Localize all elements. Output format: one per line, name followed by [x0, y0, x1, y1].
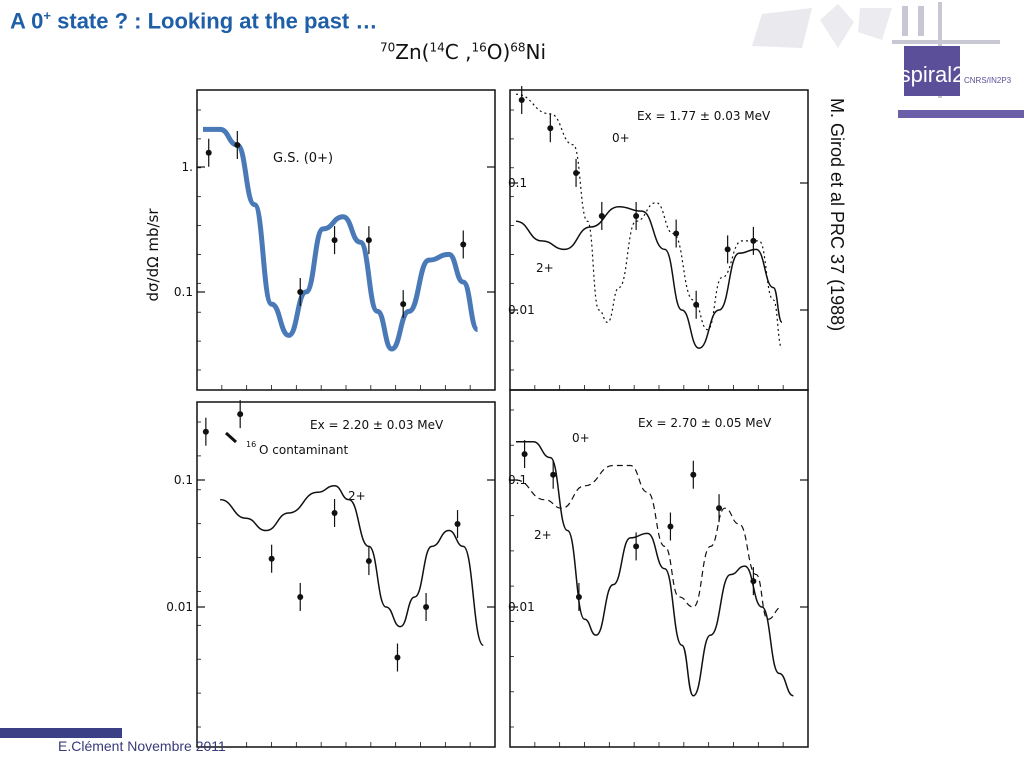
- panel-top-right-data-point: [573, 169, 580, 176]
- reaction-a2: 14: [429, 40, 445, 55]
- panel-tr-2plus: 2+: [536, 261, 554, 275]
- panel-top-left-data-point: [205, 149, 212, 156]
- panel-bottom-left-curve-2-: [220, 485, 485, 646]
- logo-brand: spiral2: [900, 62, 965, 87]
- panel-bl-annotation-sup: 16: [246, 440, 256, 449]
- panel-bottom-right-data-point: [575, 593, 582, 600]
- panel-bottom-right-frame: [509, 389, 809, 748]
- panel-top-right-data-point: [693, 301, 700, 308]
- panel-top-right-curve-2-: [515, 206, 783, 349]
- panel-bottom-right-curve-0-: [515, 441, 794, 697]
- panel-top-left-data-point: [460, 241, 467, 248]
- panel-tr-label: Ex = 1.77 ± 0.03 MeV: [637, 109, 771, 123]
- panel-bottom-right-data-point: [633, 543, 640, 550]
- title-rest: state ? : Looking at the past …: [51, 8, 378, 34]
- contaminant-marker: [224, 431, 238, 444]
- title-prefix: A 0: [10, 8, 44, 34]
- logo-shape-2: [820, 4, 854, 48]
- cross-section-figure: 1.0.10.10.010.10.010.10.01 G.S. (0+) dσ/…: [144, 86, 809, 748]
- footer-text: E.Clément Novembre 2011: [58, 738, 226, 754]
- slide-title: A 0+ state ? : Looking at the past …: [10, 8, 377, 34]
- panel-bottom-left-data-point: [237, 411, 244, 418]
- panel-bottom-right-data-point: [521, 451, 528, 458]
- panel-top-right-data-point: [633, 212, 640, 219]
- panel-top-left-data-point: [297, 289, 304, 295]
- reaction-t1: Zn(: [395, 40, 430, 64]
- panel-bottom-right-data-point: [716, 505, 723, 512]
- panel-br-2plus: 2+: [534, 528, 552, 542]
- title-sup: +: [43, 8, 52, 23]
- panel-top-right-data-point: [518, 97, 525, 104]
- panel-top-right-frame: [509, 89, 809, 391]
- panel-bottom-left-data-point: [423, 604, 430, 610]
- reaction-t3: O): [486, 40, 511, 64]
- reaction-a1: 70: [380, 40, 396, 55]
- panel-bottom-left-data-point: [297, 593, 304, 600]
- gs-label: G.S. (0+): [273, 151, 333, 166]
- logo-org: CNRS/IN2P3: [964, 76, 1012, 85]
- panel-top-left-data-point: [365, 237, 372, 244]
- panel-bottom-left-data-point: [365, 558, 372, 565]
- panel-bottom-left-data-point: [202, 428, 209, 435]
- panel-bottom-left-data-point: [331, 509, 338, 516]
- panel-top-right-data-point: [598, 212, 605, 219]
- logo-block: [904, 46, 960, 96]
- panel-bl-label: Ex = 2.20 ± 0.03 MeV: [310, 418, 444, 432]
- panel-br-0plus: 0+: [572, 431, 590, 445]
- logo-shape-3: [858, 8, 892, 40]
- reaction-t2: C ,: [444, 40, 472, 64]
- panel-tr-0plus: 0+: [612, 131, 630, 145]
- panel-bottom-right-data-point: [690, 471, 697, 478]
- panel-bottom-left-ytick-label: 0.1: [174, 473, 193, 487]
- panel-top-right-data-point: [724, 246, 731, 253]
- logo-bar-2: [918, 6, 924, 36]
- panel-bl-2plus: 2+: [348, 489, 366, 503]
- footer-bar: [0, 728, 122, 738]
- panel-top-left-frame: [196, 89, 496, 391]
- panel-top-right-data-point: [750, 237, 757, 244]
- panel-top-left-data-point: [331, 237, 338, 244]
- panel-top-left-data-point: [234, 141, 241, 148]
- panel-bl-annotation: O contaminant: [259, 443, 348, 457]
- logo-underline: [898, 110, 1024, 118]
- panel-bottom-right-data-point: [667, 523, 674, 530]
- panel-top-right-data-point: [673, 230, 680, 237]
- panel-bottom-left-data-point: [268, 555, 275, 562]
- logo-bar-1: [902, 6, 908, 36]
- reaction-equation: 70Zn(14C ,16O)68Ni: [380, 40, 546, 64]
- panel-top-left-curve-blue-fit: [203, 126, 481, 352]
- panel-top-right-data-point: [547, 125, 554, 132]
- reaction-t4: Ni: [525, 40, 547, 64]
- spiral2-logo: spiral2 CNRS/IN2P3: [752, 2, 1024, 118]
- panel-top-right-ytick-label: 0.01: [508, 303, 535, 317]
- panel-bottom-left-ytick-label: 0.01: [166, 600, 193, 614]
- panel-bottom-right-ytick-label: 0.01: [508, 600, 535, 614]
- panel-bottom-right-data-point: [750, 578, 757, 585]
- panel-br-label: Ex = 2.70 ± 0.05 MeV: [638, 416, 772, 430]
- panel-top-right-curve-0-: [515, 93, 783, 349]
- y-axis-label: dσ/dΩ mb/sr: [144, 208, 162, 302]
- panel-bottom-right-curve-2-: [515, 464, 783, 620]
- panel-bottom-left-data-point: [394, 654, 401, 661]
- panel-top-left-ytick-label: 0.1: [174, 285, 193, 299]
- panel-bottom-left-data-point: [454, 521, 461, 528]
- logo-shape-1: [752, 8, 812, 48]
- panel-bottom-right-data-point: [550, 471, 557, 478]
- reaction-a3: 16: [471, 40, 487, 55]
- citation: M. Girod et al PRC 37 (1988): [827, 98, 847, 332]
- logo-hline: [892, 40, 1000, 44]
- panel-top-left-data-point: [400, 301, 407, 308]
- panel-top-left-ytick-label: 1.: [182, 160, 193, 174]
- reaction-a4: 68: [510, 40, 526, 55]
